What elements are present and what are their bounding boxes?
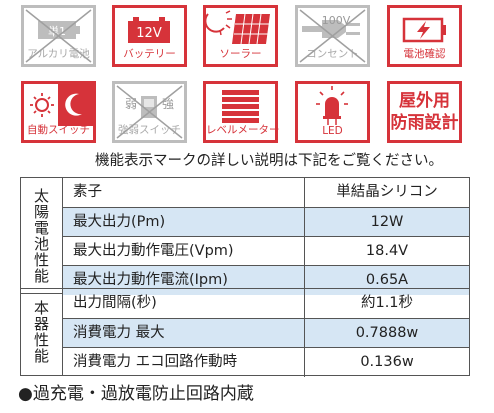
day-night-icon xyxy=(30,84,93,126)
row-value: 18.4V xyxy=(365,243,409,259)
table-row: 消費電力 エコ回路作動時 0.136w xyxy=(63,347,469,377)
table-row: 消費電力 最大 0.7888w xyxy=(63,318,469,348)
car-battery-icon: 12V xyxy=(128,17,170,43)
outdoor-label-line1: 屋外用 xyxy=(399,91,450,111)
table-row: 出力間隔(秒) 約1.1秒 xyxy=(63,289,469,318)
led-bulb-icon xyxy=(316,86,348,125)
solar-panel-icon xyxy=(204,10,270,45)
level-meter-label: レベルメーター xyxy=(206,124,280,136)
level-meter-mark: レベルメーター xyxy=(203,81,280,143)
table-row: 最大出力動作電圧(Vpm) 18.4V xyxy=(63,236,469,266)
level-bars-icon xyxy=(222,90,259,123)
toggle-switch-icon: 弱 強 xyxy=(125,96,174,118)
outlet-badge: 100V xyxy=(322,14,351,27)
row-value: 12W xyxy=(370,214,404,230)
outlet-mark: 100V コンセント xyxy=(295,5,370,67)
alkaline-label: アルカリ電池 xyxy=(27,48,90,60)
row-key: 最大出力(Pm) xyxy=(63,208,305,237)
row-value: 0.136w xyxy=(360,354,414,370)
dim-switch-mark: 弱 強 強弱スイッチ xyxy=(112,81,187,143)
alkaline-battery-mark: 単1 アルカリ電池 xyxy=(21,5,96,67)
table-row: 最大出力動作電流(Ipm) 0.65A xyxy=(63,265,469,295)
device-performance-table: 本器性能 出力間隔(秒) 約1.1秒 消費電力 最大 0.7888w 消費電力 … xyxy=(20,288,470,377)
led-mark: LED xyxy=(295,81,370,143)
outdoor-label-line2: 防雨設計 xyxy=(390,113,459,133)
outdoor-mark: 屋外用 防雨設計 xyxy=(387,81,462,143)
led-label: LED xyxy=(322,125,343,137)
solar-label: ソーラー xyxy=(219,48,262,60)
dim-switch-label: 強弱スイッチ xyxy=(118,124,181,136)
battery-check-mark: 電池確認 xyxy=(387,5,462,67)
strong-text: 強 xyxy=(162,97,174,111)
outlet-label: コンセント xyxy=(306,48,359,60)
solar-performance-table: 太陽電池性能 素子 単結晶シリコン 最大出力(Pm) 12W 最大出力動作電圧(… xyxy=(20,177,470,295)
row-key: 消費電力 最大 xyxy=(63,319,305,348)
table-row: 最大出力(Pm) 12W xyxy=(63,207,469,237)
auto-switch-label: 自動スイッチ xyxy=(27,124,90,136)
battery-badge: 12V xyxy=(136,26,162,41)
alkaline-battery-icon: 単1 xyxy=(38,21,80,39)
row-value: 約1.1秒 xyxy=(360,295,414,311)
solar-mark: ソーラー xyxy=(203,5,278,67)
row-value: 0.65A xyxy=(365,272,409,288)
battery-check-label: 電池確認 xyxy=(403,48,446,60)
solar-table-side-label: 太陽電池性能 xyxy=(32,187,50,284)
device-table-side-label: 本器性能 xyxy=(32,300,50,364)
table-row: 素子 単結晶シリコン xyxy=(63,178,469,207)
row-key: 素子 xyxy=(63,178,305,207)
row-key: 消費電力 エコ回路作動時 xyxy=(63,348,305,377)
feature-mark-note: 機能表示マークの詳しい説明は下記をご覧ください。 xyxy=(95,153,443,169)
battery-check-icon xyxy=(402,17,446,43)
battery-mark: 12V バッテリー xyxy=(112,5,187,67)
row-value: 0.7888w xyxy=(355,325,419,341)
alkaline-badge: 単1 xyxy=(48,24,66,38)
row-key: 最大出力動作電流(Ipm) xyxy=(63,266,305,295)
row-key: 出力間隔(秒) xyxy=(63,289,305,318)
row-key: 最大出力動作電圧(Vpm) xyxy=(63,237,305,266)
protection-circuit-note: ●過充電・過放電防止回路内蔵 xyxy=(18,384,254,404)
battery-label: バッテリー xyxy=(123,48,176,60)
row-value: 単結晶シリコン xyxy=(336,184,438,200)
weak-text: 弱 xyxy=(125,97,137,111)
power-plug-icon: 100V xyxy=(302,14,360,38)
auto-switch-mark: 自動スイッチ xyxy=(21,81,96,143)
